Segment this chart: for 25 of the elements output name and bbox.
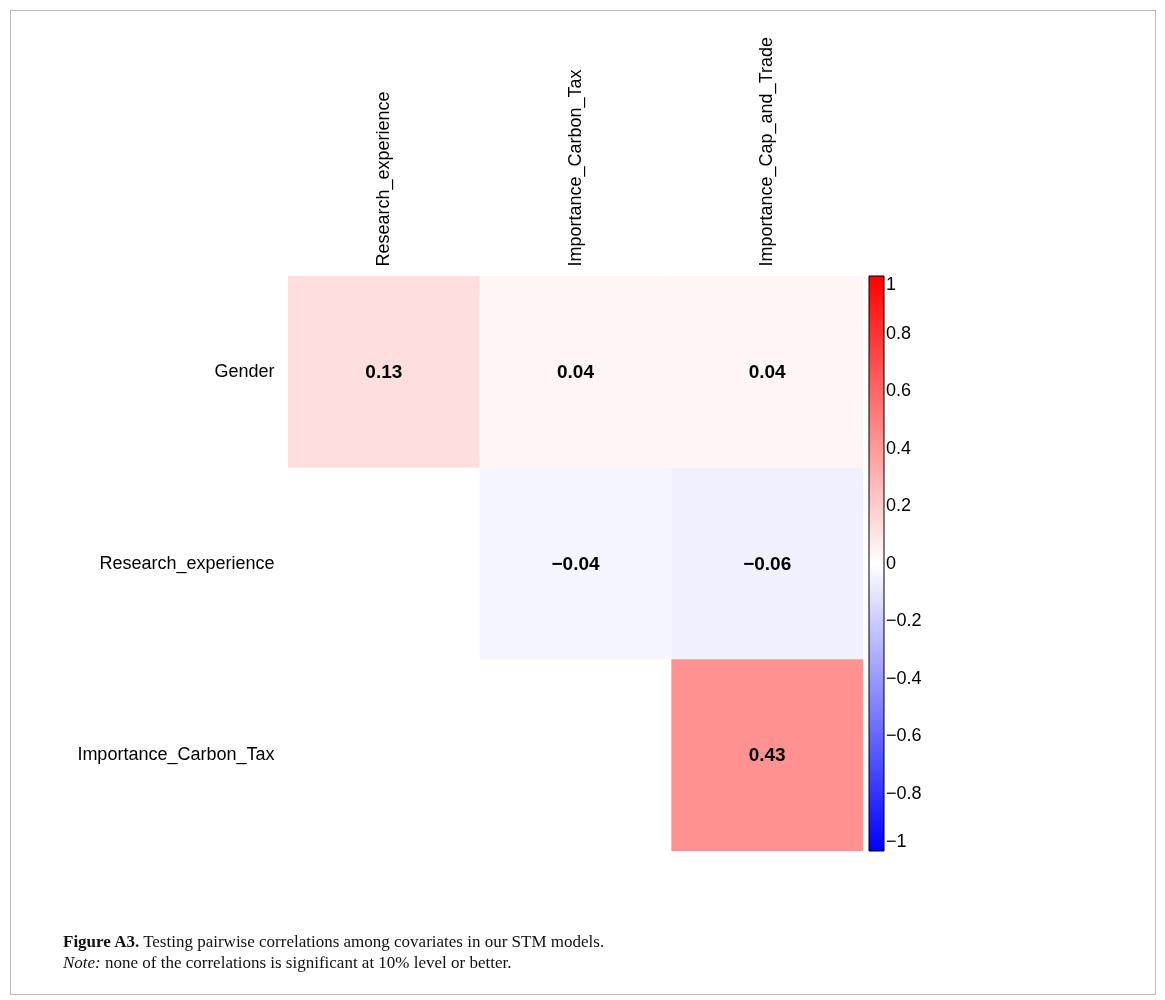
y-tick-label: Importance_Carbon_Tax xyxy=(77,744,275,766)
color-bar-label: 0 xyxy=(886,552,897,573)
color-bar-label: 0.8 xyxy=(886,322,912,343)
color-bar-label: 0.6 xyxy=(886,380,912,400)
data-label: 0.43 xyxy=(748,744,786,766)
data-label: −0.06 xyxy=(743,552,792,574)
color-bar-label: 0.4 xyxy=(886,437,912,458)
data-label: −0.04 xyxy=(551,552,600,574)
data-label: 0.13 xyxy=(365,360,403,382)
color-bar-label: −1 xyxy=(886,831,907,851)
caption: Figure A3. Testing pairwise correlations among covariates in our STM models. xyxy=(63,931,605,952)
y-tick-label: Gender xyxy=(214,360,275,381)
color-bar-label: 0.2 xyxy=(886,495,912,515)
color-bar-label: 1 xyxy=(886,274,897,294)
color-bar-label: −0.6 xyxy=(886,725,922,745)
x-tick-label: Importance_Cap_and_Trade xyxy=(756,37,778,267)
x-tick-label: Research_experience xyxy=(372,91,394,267)
color-bar-label: −0.8 xyxy=(886,782,922,803)
color-bar-label: −0.4 xyxy=(886,667,922,688)
data-label: 0.04 xyxy=(557,360,595,382)
text: Note: none of the correlations is significant at 10% level or better. xyxy=(63,952,513,973)
color-bar-label: −0.2 xyxy=(886,610,922,630)
x-tick-label: Importance_Carbon_Tax xyxy=(564,69,586,267)
y-tick-label: Research_experience xyxy=(99,552,275,574)
data-label: 0.04 xyxy=(748,360,787,382)
